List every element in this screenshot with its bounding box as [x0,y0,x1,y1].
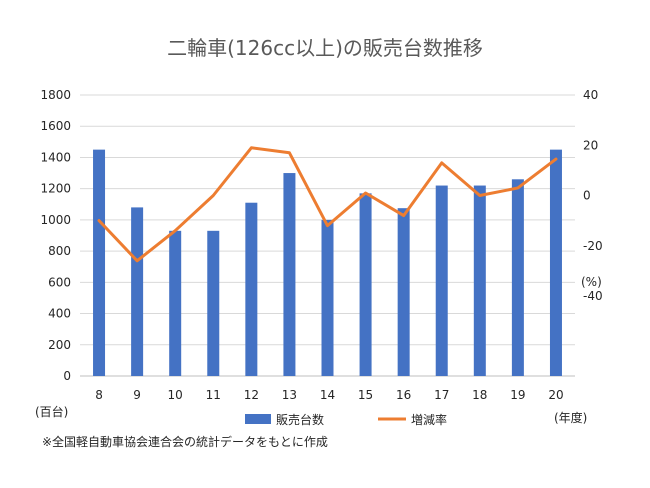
x-axis-unit: (年度) [554,410,587,425]
left-tick-label: 200 [48,338,71,352]
right-tick-label: -40 [583,289,603,303]
x-tick-label: 10 [168,388,183,402]
right-tick-label: -20 [583,239,603,253]
x-tick-label: 19 [510,388,525,402]
legend-bar-swatch [245,414,271,424]
bar [397,208,410,376]
legend: 販売台数 増減率 [245,412,447,427]
left-axis-unit: (百台) [35,404,68,419]
left-tick-label: 400 [48,307,71,321]
chart-title: 二輪車(126cc以上)の販売台数推移 [167,36,483,60]
x-tick-label: 16 [396,388,411,402]
left-tick-label: 1200 [40,182,71,196]
bar [131,207,144,376]
bar [549,149,562,376]
left-tick-label: 1000 [40,213,71,227]
bar [207,230,220,376]
legend-line-label: 増減率 [411,412,447,427]
left-tick-label: 1600 [40,119,71,133]
x-tick-label: 18 [472,388,487,402]
x-tick-label: 20 [548,388,563,402]
bar [321,219,334,376]
x-tick-label: 11 [206,388,221,402]
x-tick-label: 8 [95,388,103,402]
footnote: ※全国軽自動車協会連合会の統計データをもとに作成 [42,434,328,449]
left-tick-label: 1400 [40,150,71,164]
left-tick-label: 0 [63,369,71,383]
left-axis-ticks: 0 200 400 600 800 1000 1200 1400 1600 1800 [40,88,71,383]
x-tick-label: 9 [133,388,141,402]
line-path [97,146,558,263]
legend-bar-label: 販売台数 [276,412,324,427]
right-axis-unit: (%) [581,275,602,289]
x-tick-label: 15 [358,388,373,402]
bar [283,173,296,376]
bar-series [93,149,562,376]
right-tick-label: 40 [583,88,598,102]
bar [359,193,372,376]
bar [435,185,448,376]
bar [511,179,524,376]
x-axis-ticks: 8 9 10 11 12 13 14 15 16 17 18 19 20 [95,388,563,402]
left-tick-label: 600 [48,275,71,289]
bar [473,185,486,376]
right-axis-ticks: -40 -20 0 20 40 [583,88,603,303]
left-tick-label: 800 [48,244,71,258]
x-tick-label: 17 [434,388,449,402]
right-tick-label: 0 [583,189,591,203]
x-tick-label: 13 [282,388,297,402]
x-tick-label: 12 [244,388,259,402]
bar [245,202,258,376]
right-tick-label: 20 [583,138,598,152]
bar [169,230,182,376]
x-tick-label: 14 [320,388,335,402]
left-tick-label: 1800 [40,88,71,102]
line-series [97,146,558,263]
bar [93,149,106,376]
